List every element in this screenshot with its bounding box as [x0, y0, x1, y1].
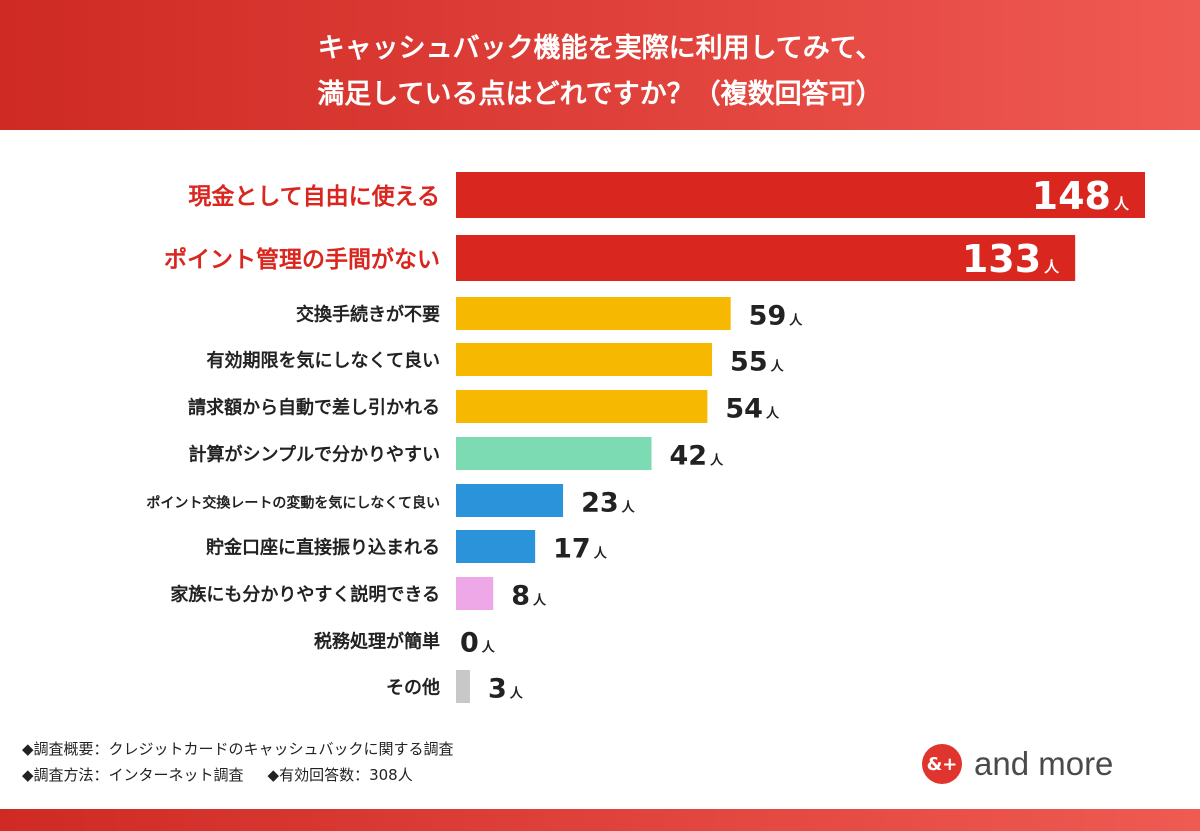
value-label-7: 17 人: [553, 534, 608, 565]
category-label-1: ポイント管理の手間がない: [164, 246, 440, 273]
value-label-0: 148 人: [1032, 174, 1130, 218]
value-label-5: 42 人: [670, 441, 725, 472]
bar-4: [456, 390, 708, 423]
value-label-2: 59 人: [749, 301, 804, 332]
logo-text: and more: [974, 745, 1114, 782]
bar-3: [456, 343, 713, 376]
footer-bar: [0, 809, 1200, 831]
valid-responses: ◆有効回答数：308人: [267, 766, 413, 784]
value-label-3: 55 人: [730, 347, 785, 378]
survey-method: ◆調査方法：インターネット調査: [22, 766, 244, 784]
category-label-0: 現金として自由に使える: [188, 183, 440, 210]
category-label-10: その他: [386, 677, 440, 699]
bar-6: [456, 484, 564, 517]
value-label-4: 54 人: [725, 394, 780, 425]
bar-7: [456, 530, 536, 563]
chart-title-line2: 満足している点はどれですか？（複数回答可）: [317, 79, 883, 110]
category-label-4: 請求額から自動で差し引かれる: [188, 397, 440, 419]
bar-5: [456, 437, 652, 470]
bar-10: [456, 670, 470, 703]
bar-2: [456, 297, 731, 330]
category-label-6: ポイント交換レートの変動を気にしなくて良い: [146, 495, 440, 512]
survey-notes: ◆調査概要：クレジットカードのキャッシュバックに関する調査 ◆調査方法：インター…: [22, 736, 454, 788]
category-label-8: 家族にも分かりやすく説明できる: [170, 584, 440, 606]
chart-header: キャッシュバック機能を実際に利用してみて、 満足している点はどれですか？（複数回…: [0, 0, 1200, 130]
value-label-6: 23 人: [581, 488, 636, 519]
chart-title-line1: キャッシュバック機能を実際に利用してみて、: [317, 33, 883, 64]
category-label-2: 交換手続きが不要: [296, 304, 440, 326]
bar-8: [456, 577, 494, 610]
bar-1: [456, 235, 1076, 281]
category-label-3: 有効期限を気にしなくて良い: [207, 350, 440, 372]
bar-0: [456, 172, 1145, 218]
logo-mark-icon: &+: [922, 744, 962, 784]
category-label-5: 計算がシンプルで分かりやすい: [189, 444, 440, 466]
and-more-logo: &+ and more: [922, 742, 1113, 786]
value-label-1: 133 人: [962, 237, 1060, 281]
survey-method-row: ◆調査方法：インターネット調査 ◆有効回答数：308人: [22, 762, 454, 788]
category-label-7: 貯金口座に直接振り込まれる: [206, 537, 440, 559]
survey-overview: ◆調査概要：クレジットカードのキャッシュバックに関する調査: [22, 740, 454, 758]
category-label-9: 税務処理が簡単: [314, 631, 440, 653]
